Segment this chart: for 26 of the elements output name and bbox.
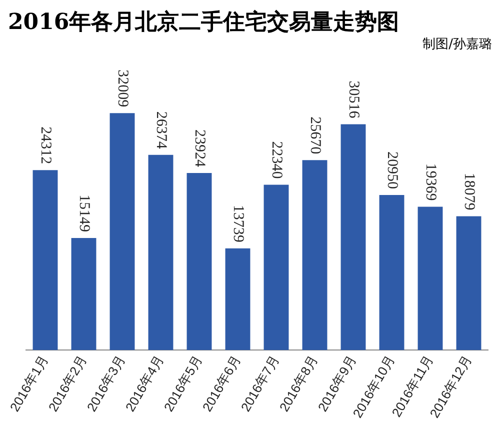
bar — [71, 238, 96, 350]
data-label: 20950 — [384, 152, 400, 190]
bar — [340, 124, 366, 350]
data-label: 13739 — [230, 204, 246, 242]
bar — [110, 113, 135, 350]
bar — [186, 173, 212, 350]
chart-title: 2016年各月北京二手住宅交易量走势图 — [8, 8, 400, 36]
data-label: 26374 — [152, 111, 169, 150]
data-label: 18079 — [460, 172, 477, 210]
data-label: 22340 — [268, 141, 284, 179]
data-label: 30516 — [345, 80, 362, 119]
data-label: 23924 — [191, 130, 208, 168]
bar — [379, 195, 404, 350]
bar — [456, 216, 482, 350]
bar — [32, 170, 58, 350]
bar — [302, 160, 328, 350]
bar — [264, 184, 289, 350]
bar — [225, 248, 250, 350]
data-label: 15149 — [76, 194, 92, 232]
chart-subtitle: 制图/孙嘉璐 — [422, 36, 492, 54]
bar — [418, 206, 443, 350]
data-label: 24312 — [37, 126, 54, 164]
data-label: 25670 — [306, 116, 323, 154]
data-label: 19369 — [422, 163, 438, 201]
bar — [148, 154, 174, 350]
data-label: 32009 — [114, 70, 130, 108]
